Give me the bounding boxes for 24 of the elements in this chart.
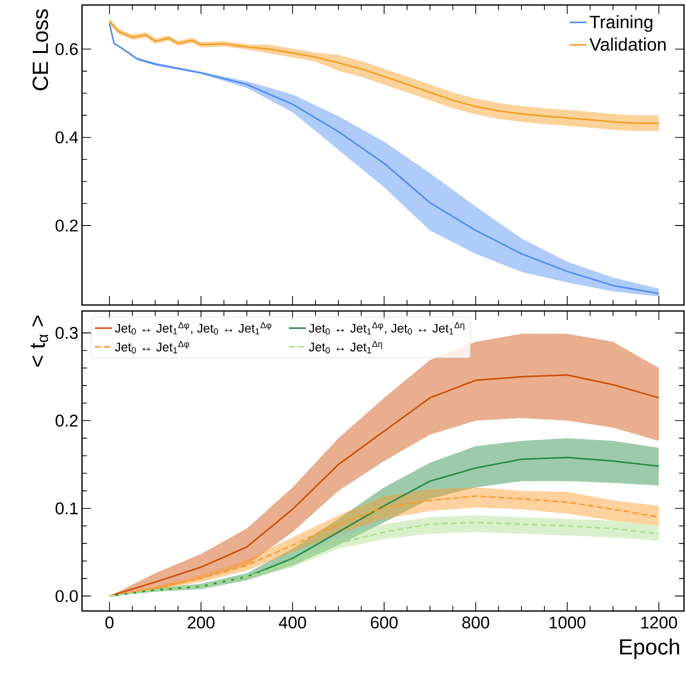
y-tick-label: 0.4 [56, 131, 78, 144]
x-tick-label: 0 [105, 616, 114, 629]
x-tick-label: 600 [370, 616, 398, 629]
x-tick-label: 1200 [641, 616, 678, 629]
y-tick-label: 0.6 [56, 43, 78, 56]
y-tick-label: 0.1 [56, 502, 78, 514]
y-axis-title: < t$_{α}$ > [30, 316, 48, 367]
x-axis-title: Epoch [620, 638, 680, 659]
text: Jet$_{0}$ ↔ Jet$_{1}$$^{Δφ}$, Jet$_{0}$ ↔ Jet$_{1}$Δφ [114, 322, 272, 335]
legend-label: Training [590, 15, 652, 32]
line-series [108, 374, 660, 597]
x-tick-label: 400 [278, 616, 306, 629]
y-tick-label: 0.0 [56, 590, 78, 602]
y-tick-label: 0.2 [56, 220, 78, 232]
legend-label: Jet$_{0}$ ↔ Jet$_{1}$Δη [308, 341, 382, 354]
x-tick-label: 200 [188, 616, 214, 629]
text: Jet$_{0}$ ↔ Jet$_{1}$$^{Δφ}$, Jet$_{0}$ ↔ Jet$_{1}$Δη [308, 322, 464, 335]
y-tick-label: 0.3 [56, 326, 78, 339]
y-tick-label: 0.2 [56, 414, 78, 427]
x-tick-label: 800 [462, 616, 490, 629]
legend-label: Jet$_{0}$ ↔ Jet$_{1}$Δφ [114, 341, 190, 354]
legend-label: Validation [589, 38, 666, 51]
y-axis-title: CE Loss [32, 9, 48, 90]
x-tick-label: 1000 [550, 616, 586, 629]
